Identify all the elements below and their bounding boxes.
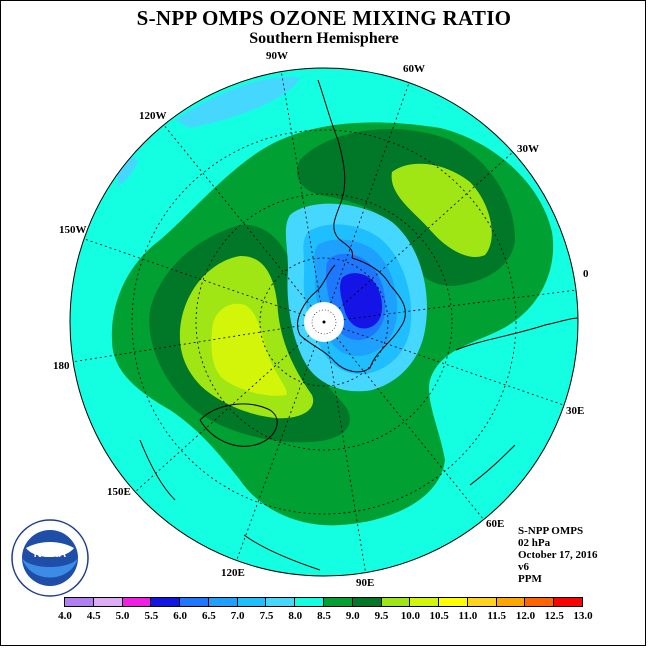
colorbar-label: 8.0 <box>288 610 303 622</box>
colorbar-label: 4.0 <box>58 610 72 622</box>
colorbar-segment <box>207 597 238 607</box>
colorbar-label: 11.0 <box>458 610 478 622</box>
info-version: v6 <box>518 561 529 573</box>
lon-label-0: 0 <box>583 268 589 280</box>
colorbar-segment <box>323 597 353 607</box>
map-title: S-NPP OMPS OZONE MIXING RATIO <box>136 6 512 30</box>
colorbar-label: 13.0 <box>573 610 593 622</box>
colorbar-segment <box>294 597 324 607</box>
colorbar-label: 5.5 <box>144 610 159 622</box>
lon-label-150e: 150E <box>107 486 131 498</box>
colorbar-segment <box>92 597 123 607</box>
colorbar-label: 6.5 <box>202 610 216 622</box>
colorbar-segment <box>150 597 181 607</box>
contour-5-5 <box>340 273 382 329</box>
colorbar-segment <box>495 597 526 607</box>
colorbar-label: 7.5 <box>259 610 274 622</box>
info-instrument: S-NPP OMPS <box>518 525 584 537</box>
colorbar-segment <box>351 597 382 607</box>
colorbar-label: 12.5 <box>544 610 564 622</box>
coastline-asia <box>243 534 321 571</box>
info-block: S-NPP OMPS 02 hPa October 17, 2016 v6 PP… <box>518 525 598 585</box>
colorbar-label: 9.0 <box>345 610 360 622</box>
colorbar-label: 4.5 <box>86 610 101 622</box>
lon-label-120w: 120W <box>139 110 167 122</box>
coastline-antarctica-east <box>334 257 406 373</box>
info-level: 02 hPa <box>518 537 551 549</box>
info-date: October 17, 2016 <box>518 549 598 561</box>
info-units: PPM <box>518 573 542 585</box>
colorbar-label: 8.5 <box>317 610 331 622</box>
coastline-madagascar <box>469 444 516 486</box>
colorbar-label: 12.0 <box>515 610 536 622</box>
colorbar-segment <box>553 597 583 607</box>
map-boundary <box>69 67 579 577</box>
colorbar-label: 5.0 <box>115 610 130 622</box>
contour-7-5-edge <box>175 76 300 128</box>
coastline-antarctica-west <box>297 264 336 363</box>
colorbar-segment <box>524 597 555 607</box>
lon-label-30w: 30W <box>517 143 539 155</box>
contour-9-5-east <box>391 163 492 258</box>
colorbar-label: 7.0 <box>230 610 245 622</box>
lon-label-60w: 60W <box>403 63 425 75</box>
colorbar-segment <box>236 597 267 607</box>
coastline-australia <box>199 403 278 447</box>
coastline-nz <box>139 439 176 501</box>
lon-label-90w: 90W <box>266 50 288 62</box>
coastline-south-america <box>317 79 354 259</box>
colorbar-segment <box>121 597 152 607</box>
colorbar-segment <box>380 597 411 607</box>
map-subtitle: Southern Hemisphere <box>249 30 399 47</box>
colorbar-segment <box>409 597 440 607</box>
noaa-logo: NOAA <box>11 519 89 597</box>
colorbar-segment <box>64 597 94 607</box>
colorbar-label: 10.0 <box>400 610 420 622</box>
lon-label-150w: 150W <box>59 224 87 236</box>
colorbar-segment <box>179 597 209 607</box>
colorbar-label: 6.0 <box>173 610 187 622</box>
colorbar-label: 10.5 <box>429 610 449 622</box>
lon-label-30e: 30E <box>566 405 585 417</box>
lon-label-90e: 90E <box>356 577 375 589</box>
lon-label-60e: 60E <box>486 518 505 530</box>
lon-label-120e: 120E <box>221 567 245 579</box>
coastline-africa <box>455 317 578 351</box>
colorbar-segment <box>466 597 497 607</box>
colorbar-label: 11.5 <box>487 610 506 622</box>
graticule <box>71 69 578 576</box>
colorbar-segment <box>265 597 296 607</box>
colorbar-label: 9.5 <box>374 610 389 622</box>
noaa-logo-text: NOAA <box>34 548 66 560</box>
ozone-field <box>70 68 578 576</box>
coastlines <box>139 79 578 571</box>
colorbar-segment <box>438 597 468 607</box>
lon-label-180: 180 <box>53 360 70 372</box>
